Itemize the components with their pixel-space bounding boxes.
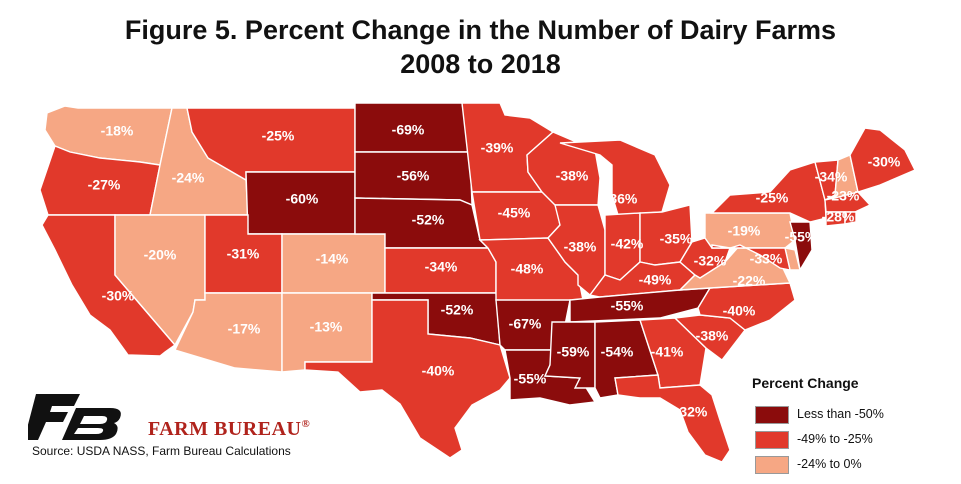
state-label-AZ: -17% [228, 321, 261, 337]
state-label-TN: -55% [611, 298, 644, 314]
state-ME [849, 127, 916, 193]
state-label-KY: -49% [639, 272, 672, 288]
state-label-ID: -24% [172, 170, 205, 186]
brand-name: FARM BUREAU® [148, 418, 311, 440]
legend-label: -24% to 0% [797, 457, 862, 471]
state-label-AR: -67% [509, 316, 542, 332]
legend-item-light: -24% to 0% [755, 455, 862, 474]
state-label-IA: -45% [498, 205, 531, 221]
state-label-LA: -55% [514, 371, 547, 387]
chart-title: Figure 5. Percent Change in the Number o… [124, 15, 837, 45]
state-label-MN: -39% [481, 140, 514, 156]
state-label-NM: -13% [310, 319, 343, 335]
state-label-NE: -52% [412, 212, 445, 228]
state-label-GA: -41% [651, 344, 684, 360]
state-label-MD: -33% [750, 251, 783, 267]
state-label-IN: -42% [611, 236, 644, 252]
state-label-OH: -35% [660, 231, 693, 247]
legend-title: Percent Change [752, 375, 859, 391]
state-label-SD: -56% [397, 168, 430, 184]
state-label-OR: -27% [88, 177, 121, 193]
legend-item-dark: Less than -50% [755, 405, 884, 424]
state-label-WA: -18% [101, 123, 134, 139]
legend-swatch [755, 455, 789, 474]
state-label-NC: -40% [723, 303, 756, 319]
state-label-PA: -19% [728, 223, 761, 239]
state-label-NJ: -55% [785, 229, 818, 245]
state-label-VT: -34% [815, 169, 848, 185]
state-label-ME: -30% [868, 154, 901, 170]
state-MD [711, 244, 791, 271]
state-label-MA: -28% [822, 209, 855, 225]
state-label-MS: -59% [557, 344, 590, 360]
state-RI [844, 211, 857, 225]
legend-swatch [755, 405, 789, 424]
state-FL [614, 374, 731, 463]
state-NJ [789, 221, 813, 272]
state-label-IL: -38% [564, 239, 597, 255]
state-label-CA: -30% [102, 288, 135, 304]
state-label-MO: -48% [511, 261, 544, 277]
legend-item-mid: -49% to -25% [755, 430, 873, 449]
state-label-UT: -31% [227, 246, 260, 262]
state-label-FL: -32% [675, 404, 708, 420]
chart-subtitle: 2008 to 2018 [400, 49, 561, 79]
state-labels: -18% -27% -30% -24% -20% -25% -60% -31% -17% -14%… [88, 122, 901, 420]
state-label-ND: -69% [392, 122, 425, 138]
state-label-WV: -32% [694, 253, 727, 269]
state-label-WI: -38% [556, 168, 589, 184]
state-label-TX: -40% [422, 363, 455, 379]
state-label-NV: -20% [144, 247, 177, 263]
legend-label: Less than -50% [797, 407, 884, 421]
legend-swatch [755, 430, 789, 449]
state-label-AL: -54% [601, 344, 634, 360]
legend-label: -49% to -25% [797, 432, 873, 446]
state-label-VA: -22% [733, 273, 766, 289]
state-TX [304, 299, 511, 459]
farm-bureau-logo-icon [28, 394, 121, 440]
state-label-SC: -38% [696, 328, 729, 344]
state-label-NY: -25% [756, 190, 789, 206]
state-label-WY: -60% [286, 191, 319, 207]
state-label-MI: -36% [605, 191, 638, 207]
state-label-OK: -52% [441, 302, 474, 318]
state-label-CO: -14% [316, 251, 349, 267]
source-note: Source: USDA NASS, Farm Bureau Calculati… [32, 444, 291, 458]
state-label-NH: -23% [827, 188, 860, 204]
state-label-KS: -34% [425, 259, 458, 275]
state-label-MT: -25% [262, 128, 295, 144]
state-IL [547, 204, 606, 297]
